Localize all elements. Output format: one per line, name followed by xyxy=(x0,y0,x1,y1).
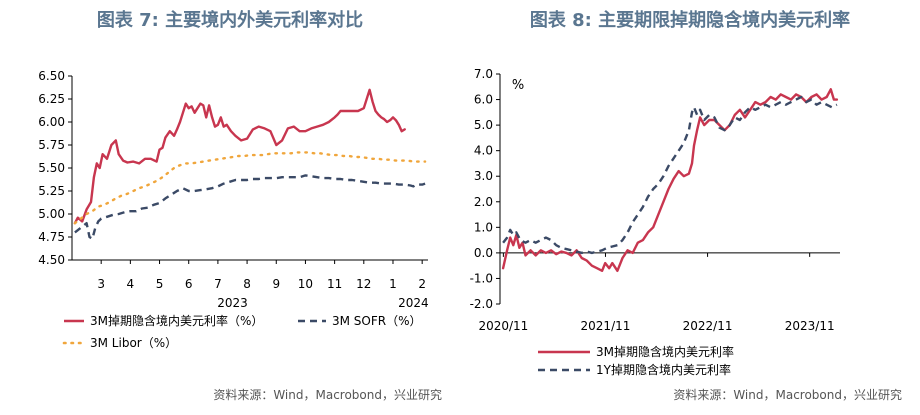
y-tick-label: 5.75 xyxy=(38,138,65,152)
y-tick-label: 6.25 xyxy=(38,92,65,106)
x-tick-label: 10 xyxy=(298,277,313,291)
x-tick-label: 2020/11 xyxy=(478,319,528,333)
x-tick-label: 6 xyxy=(185,277,193,291)
y-tick-label: 2.0 xyxy=(474,195,493,209)
y-tick-label: 6.0 xyxy=(474,93,493,107)
right-chart-panel: 图表 8: 主要期限掉期隐含境内美元利率 7.0 6.0 5.0 4.0 3.0 2.0 1… xyxy=(460,0,920,415)
y-tick-label: -2.0 xyxy=(470,297,493,311)
y-tick-label: 5.50 xyxy=(38,161,65,175)
x-tick-label: 1 xyxy=(389,277,397,291)
left-chart-svg: 6.50 6.25 6.00 5.75 5.50 5.25 5.00 4.75 4.50 3 4 5 6… xyxy=(38,69,429,350)
y-tick-label: 5.25 xyxy=(38,184,65,198)
series-line-3 xyxy=(73,151,427,225)
y-tick-label: 4.75 xyxy=(38,230,65,244)
x-tick-label: 8 xyxy=(243,277,251,291)
x-tick-label: 11 xyxy=(327,277,342,291)
legend-label-3: 3M Libor（%） xyxy=(90,336,177,350)
y-tick-label: 5.00 xyxy=(38,207,65,221)
right-chart-svg: 7.0 6.0 5.0 4.0 3.0 2.0 1.0 0.0 -1.0 -2.0 2020/11 2… xyxy=(470,67,840,377)
x-tick-label: 5 xyxy=(156,277,164,291)
y-tick-label: 0.0 xyxy=(474,246,493,260)
series-line-2 xyxy=(502,95,838,255)
x-year-label: 2023 xyxy=(217,296,248,310)
series-line-2 xyxy=(74,174,426,241)
y-tick-label: -1.0 xyxy=(470,271,493,285)
legend-label-1: 3M掉期隐含境内美元利率（%） xyxy=(90,313,263,328)
left-source-note: 资料来源：Wind，Macrobond，兴业研究 xyxy=(213,388,442,402)
y-tick-label: 1.0 xyxy=(474,220,493,234)
x-tick-label: 9 xyxy=(272,277,280,291)
x-tick-label: 2022/11 xyxy=(683,319,733,333)
y-tick-label: 3.0 xyxy=(474,169,493,183)
left-chart-title: 图表 7: 主要境内外美元利率对比 xyxy=(96,10,364,31)
x-year-label: 2024 xyxy=(398,296,429,310)
legend-label-1: 3M掉期隐含境内美元利率 xyxy=(596,344,734,359)
x-tick-label: 2023/11 xyxy=(785,319,835,333)
x-tick-label: 4 xyxy=(127,277,135,291)
y-tick-label: 4.50 xyxy=(38,253,65,267)
series-line-1 xyxy=(73,88,406,225)
y-tick-label: 4.0 xyxy=(474,144,493,158)
legend-label-2: 3M SOFR（%） xyxy=(332,314,422,328)
x-tick-label: 7 xyxy=(214,277,222,291)
x-tick-label: 12 xyxy=(356,277,371,291)
right-chart-title: 图表 8: 主要期限掉期隐含境内美元利率 xyxy=(529,10,851,31)
legend-label-2: 1Y掉期隐含境内美元利率 xyxy=(596,362,731,377)
y-unit-label: % xyxy=(512,78,524,93)
y-tick-label: 6.00 xyxy=(38,115,65,129)
x-tick-label: 3 xyxy=(97,277,105,291)
left-chart-panel: 图表 7: 主要境内外美元利率对比 6.50 6.25 6.00 5.75 5.50 5.… xyxy=(38,10,442,402)
y-tick-label: 7.0 xyxy=(474,67,493,81)
x-tick-label: 2021/11 xyxy=(581,319,631,333)
y-tick-label: 5.0 xyxy=(474,118,493,132)
x-tick-label: 2 xyxy=(418,277,426,291)
y-tick-label: 6.50 xyxy=(38,69,65,83)
series-line-1 xyxy=(501,88,839,272)
right-source-note: 资料来源：Wind，Macrobond，兴业研究 xyxy=(673,388,902,402)
